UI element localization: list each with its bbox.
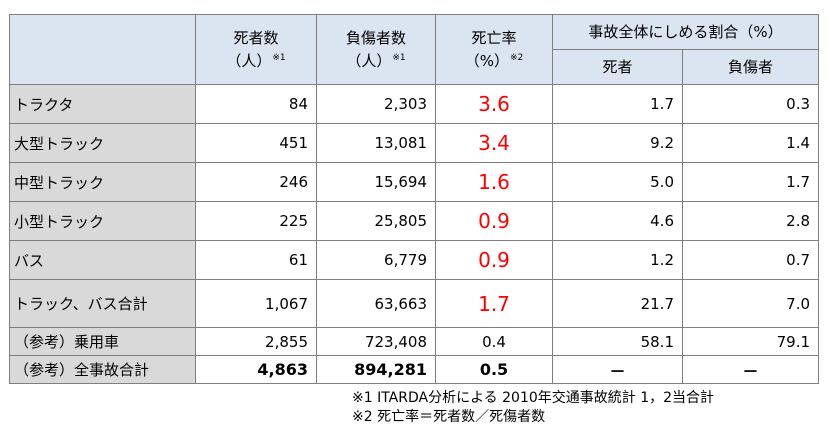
share-deaths-cell: 1.7: [552, 84, 683, 124]
row-label: （参考）全事故合計: [9, 355, 196, 384]
share-deaths-cell: 1.2: [552, 240, 683, 280]
header-rate-note: ※2: [509, 53, 524, 63]
share-deaths-cell: －: [552, 355, 683, 384]
row-label: バス: [9, 240, 196, 280]
row-label: 大型トラック: [9, 123, 196, 163]
injuries-cell: 2,303: [316, 84, 436, 124]
header-share-deaths: 死者: [552, 49, 683, 85]
table-row: 中型トラック 246 15,694 1.6 5.0 1.7: [9, 162, 820, 202]
share-injuries-cell: 1.4: [681, 123, 820, 163]
row-label: 中型トラック: [9, 162, 196, 202]
table-row-total: （参考）全事故合計 4,863 894,281 0.5 － －: [9, 355, 820, 384]
rate-cell: 0.5: [435, 355, 553, 384]
header-rate-unit: （%）: [464, 52, 509, 70]
accident-statistics-table: 死者数 （人）※1 負傷者数 （人）※1 死亡率 （%）※2 事故全体にしめる割…: [9, 14, 820, 384]
footnote-2: ※2 死亡率＝死者数／死傷者数: [352, 409, 546, 425]
deaths-cell: 84: [195, 84, 317, 124]
deaths-cell: 4,863: [195, 355, 317, 384]
header-deaths-note: ※1: [272, 53, 286, 63]
header-injuries-note: ※1: [392, 53, 406, 63]
rate-cell: 3.6: [435, 84, 553, 124]
table-row: 大型トラック 451 13,081 3.4 9.2 1.4: [9, 123, 820, 163]
injuries-cell: 25,805: [316, 201, 436, 241]
header-share: 事故全体にしめる割合（%）: [551, 14, 820, 50]
deaths-cell: 246: [195, 162, 317, 202]
rate-cell: 1.6: [435, 162, 553, 202]
rate-cell: 3.4: [435, 123, 553, 163]
share-deaths-cell: 5.0: [552, 162, 683, 202]
injuries-cell: 15,694: [316, 162, 436, 202]
header-deaths: 死者数 （人）※1: [195, 14, 317, 85]
rate-cell: 1.7: [435, 279, 553, 328]
footnotes: ※1 ITARDA分析による 2010年交通事故統計 1，2当合計 ※2 死亡率…: [352, 389, 714, 427]
table-row: トラック、バス合計 1,067 63,663 1.7 21.7 7.0: [9, 279, 820, 328]
injuries-cell: 13,081: [316, 123, 436, 163]
share-deaths-cell: 58.1: [552, 327, 683, 356]
share-injuries-cell: －: [681, 355, 820, 384]
share-injuries-cell: 1.7: [681, 162, 820, 202]
table-row: 小型トラック 225 25,805 0.9 4.6 2.8: [9, 201, 820, 241]
injuries-cell: 894,281: [316, 355, 436, 384]
deaths-cell: 451: [195, 123, 317, 163]
header-injuries-label: 負傷者数: [345, 29, 406, 47]
share-deaths-cell: 9.2: [552, 123, 683, 163]
header-rate: 死亡率 （%）※2: [435, 14, 553, 85]
header-deaths-label: 死者数: [233, 29, 279, 47]
injuries-cell: 63,663: [316, 279, 436, 328]
row-label: トラクタ: [9, 84, 196, 124]
share-injuries-cell: 2.8: [681, 201, 820, 241]
header-share-injuries: 負傷者: [681, 49, 820, 85]
deaths-cell: 61: [195, 240, 317, 280]
table-row: バス 61 6,779 0.9 1.2 0.7: [9, 240, 820, 280]
share-deaths-cell: 4.6: [552, 201, 683, 241]
header-corner-cell: [9, 14, 196, 85]
share-injuries-cell: 79.1: [681, 327, 820, 356]
share-injuries-cell: 0.7: [681, 240, 820, 280]
row-label: トラック、バス合計: [9, 279, 196, 328]
header-rate-label: 死亡率: [471, 29, 517, 47]
rate-cell: 0.9: [435, 240, 553, 280]
injuries-cell: 723,408: [316, 327, 436, 356]
header-deaths-unit: （人）: [226, 52, 272, 70]
table-row: （参考）乗用車 2,855 723,408 0.4 58.1 79.1: [9, 327, 820, 356]
row-label: （参考）乗用車: [9, 327, 196, 356]
header-injuries: 負傷者数 （人）※1: [316, 14, 436, 85]
rate-cell: 0.4: [435, 327, 553, 356]
share-injuries-cell: 0.3: [681, 84, 820, 124]
deaths-cell: 2,855: [195, 327, 317, 356]
share-injuries-cell: 7.0: [681, 279, 820, 328]
rate-cell: 0.9: [435, 201, 553, 241]
injuries-cell: 6,779: [316, 240, 436, 280]
deaths-cell: 225: [195, 201, 317, 241]
row-label: 小型トラック: [9, 201, 196, 241]
table-row: トラクタ 84 2,303 3.6 1.7 0.3: [9, 84, 820, 124]
deaths-cell: 1,067: [195, 279, 317, 328]
header-injuries-unit: （人）: [346, 52, 392, 70]
footnote-1: ※1 ITARDA分析による 2010年交通事故統計 1，2当合計: [352, 390, 715, 406]
share-deaths-cell: 21.7: [552, 279, 683, 328]
